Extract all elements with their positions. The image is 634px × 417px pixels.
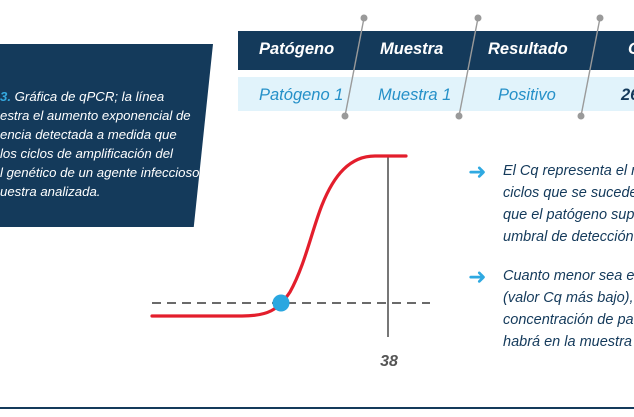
table-row (238, 77, 634, 111)
separator-2-top-dot (474, 14, 482, 22)
figure-caption: 3. Gráfica de qPCR; la línea estra el au… (0, 87, 210, 201)
header-sample: Muestra (380, 40, 444, 58)
cq-point (272, 294, 290, 312)
caption-line-1: Gráfica de qPCR; la línea (14, 89, 165, 104)
arrow-right-icon: ➜ (468, 265, 487, 290)
caption-line-4: los ciclos de amplificación del (0, 146, 173, 161)
caption-line-3: encia detectada a medida que (0, 127, 177, 142)
bottom-divider (0, 407, 634, 409)
note-2: Cuanto menor sea el (valor Cq más bajo),… (503, 265, 634, 353)
figure-number: 3. (0, 89, 11, 104)
separator-3-bottom-dot (577, 112, 585, 120)
cell-pathogen: Patógeno 1 (259, 86, 344, 104)
separator-2-bottom-dot (455, 112, 463, 120)
note-1: El Cq representa el nú ciclos que se suc… (503, 160, 634, 248)
header-result: Resultado (488, 40, 568, 58)
cell-cq: 26 (621, 86, 634, 104)
note-1-line-4: umbral de detección (503, 229, 634, 245)
caption-line-6: uestra analizada. (0, 184, 101, 199)
note-2-line-1: Cuanto menor sea el (503, 268, 634, 284)
x-tick-label: 38 (380, 353, 398, 370)
separator-1-top-dot (360, 14, 368, 22)
note-1-line-1: El Cq representa el nú (503, 163, 634, 179)
cell-result: Positivo (498, 86, 556, 104)
note-2-line-2: (valor Cq más bajo), r (503, 290, 634, 306)
caption-line-5: l genético de un agente infeccioso (0, 165, 200, 180)
note-2-line-3: concentración de pato (503, 312, 634, 328)
note-1-line-2: ciclos que se suceden (503, 185, 634, 201)
caption-line-2: estra el aumento exponencial de (0, 108, 191, 123)
table-header (238, 31, 634, 70)
note-1-line-3: que el patógeno supe (503, 207, 634, 223)
separator-1-bottom-dot (341, 112, 349, 120)
separator-3-top-dot (596, 14, 604, 22)
cell-sample: Muestra 1 (378, 86, 452, 104)
arrow-right-icon: ➜ (468, 160, 487, 185)
note-2-line-4: habrá en la muestra (503, 334, 632, 350)
header-pathogen: Patógeno (259, 40, 335, 58)
header-cq: C (628, 40, 634, 59)
